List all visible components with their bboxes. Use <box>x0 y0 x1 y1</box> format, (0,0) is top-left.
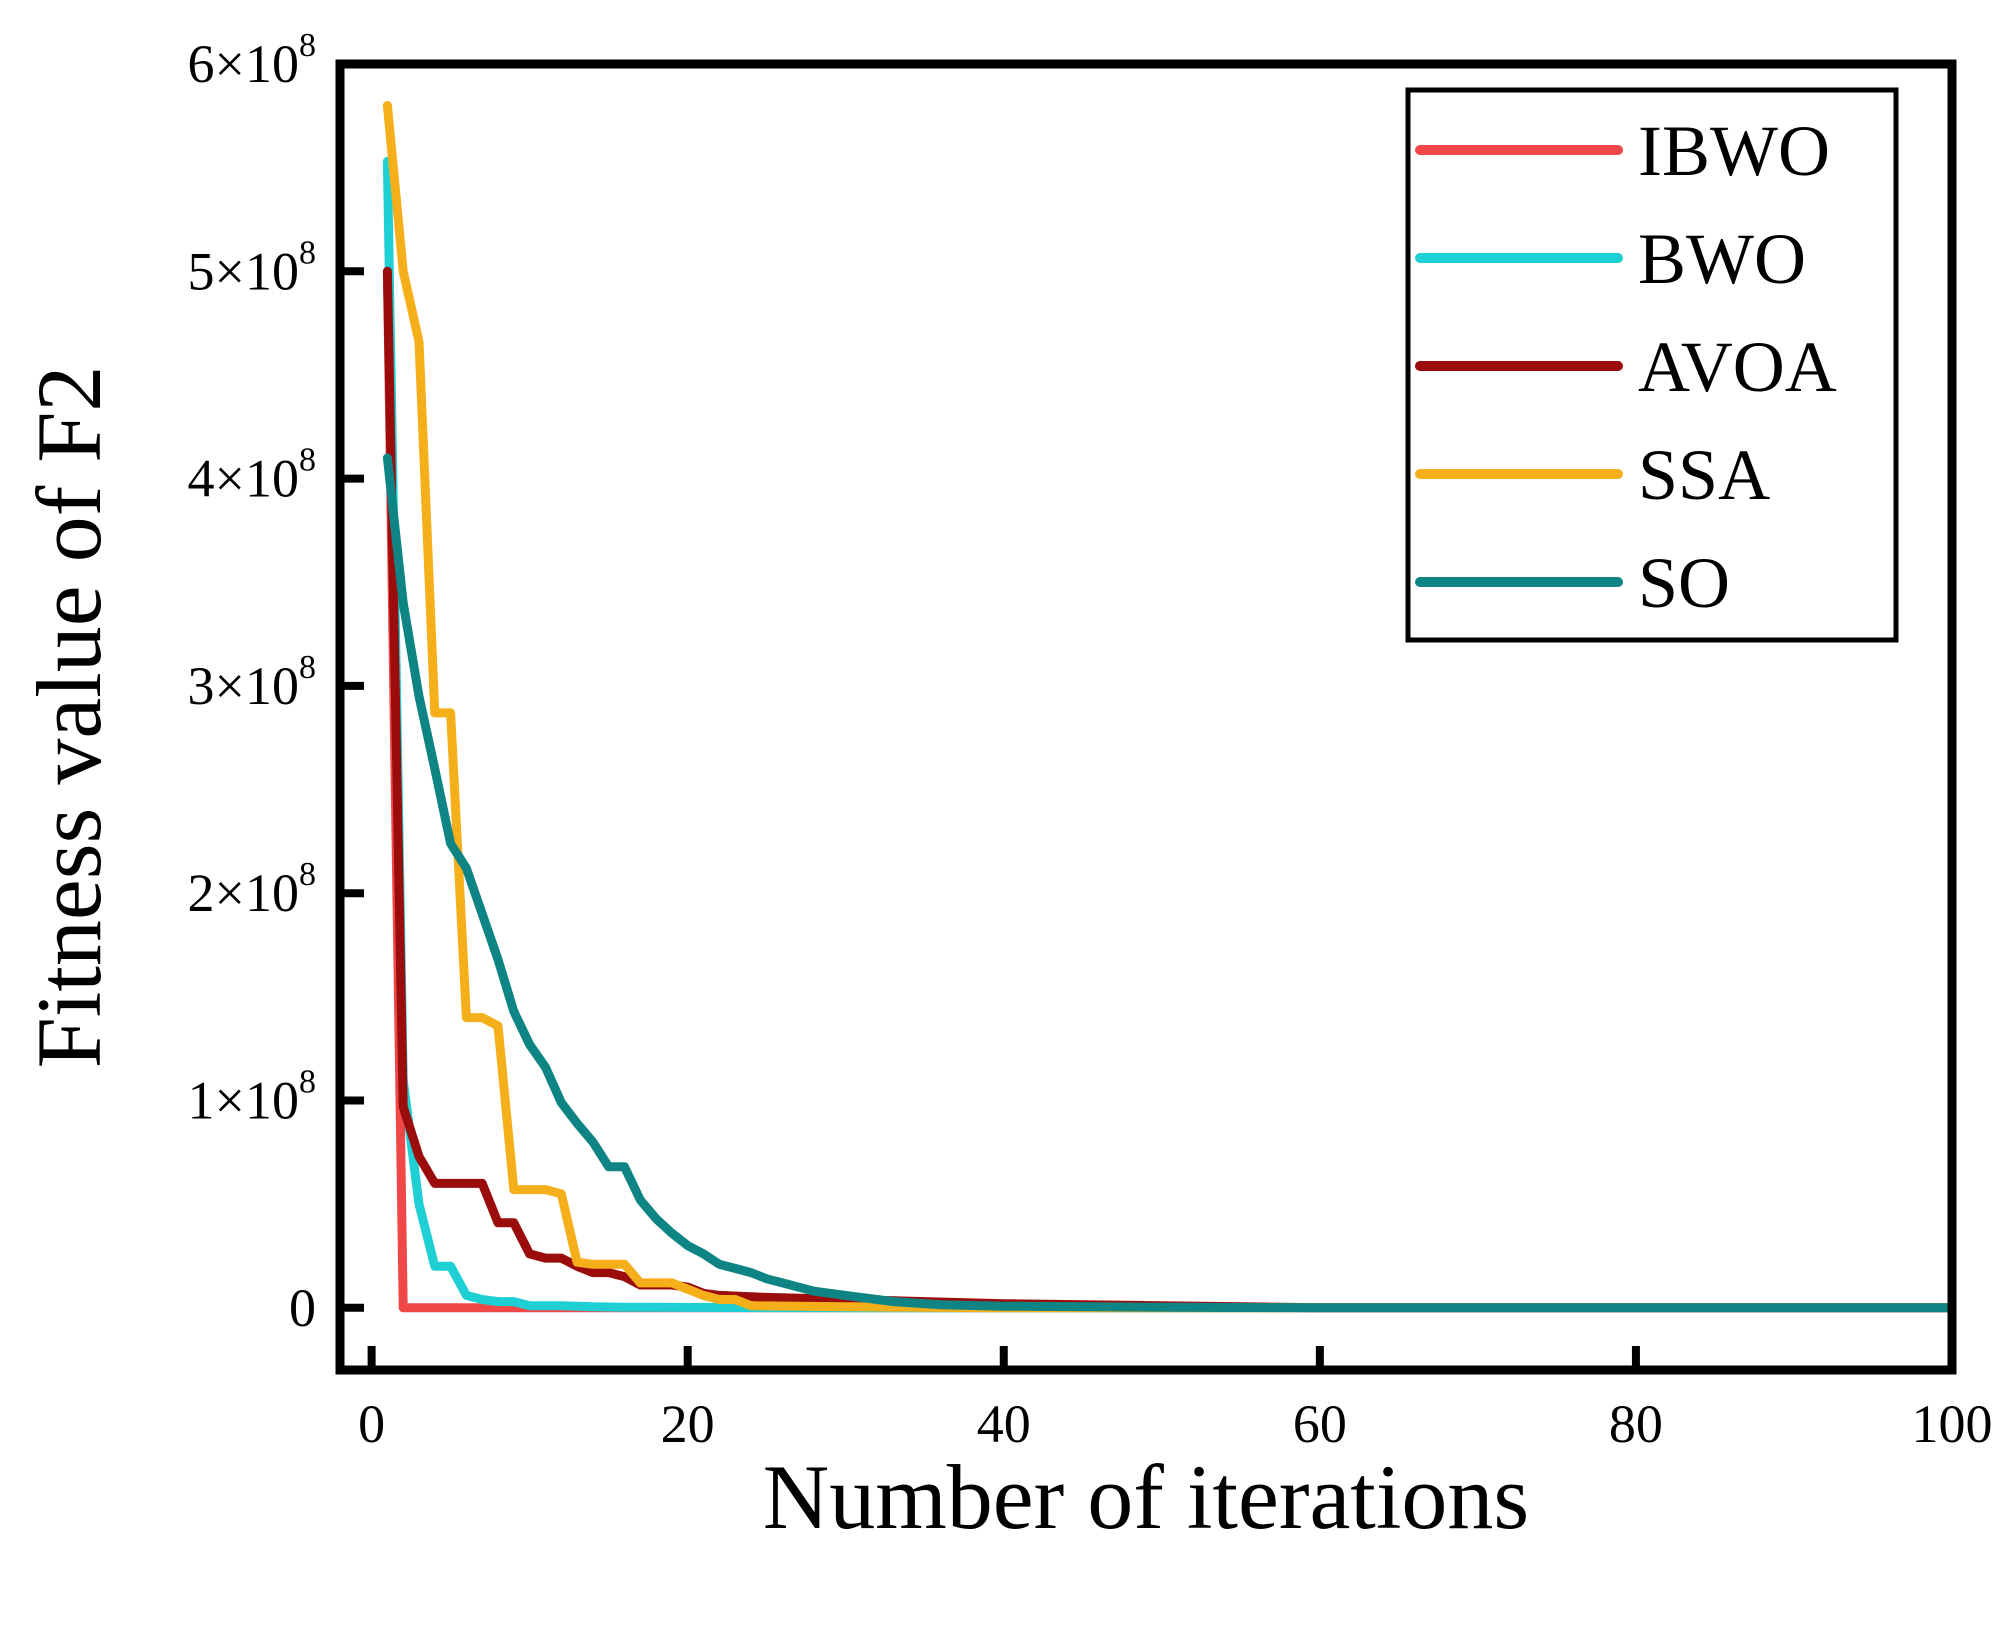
y-tick-label: 5×108 <box>188 234 316 301</box>
x-tick-label: 60 <box>1293 1394 1347 1454</box>
x-tick-label: 0 <box>358 1394 385 1454</box>
legend-label-so: SO <box>1638 543 1730 623</box>
x-tick-label: 80 <box>1609 1394 1663 1454</box>
y-tick-label: 3×108 <box>188 649 316 716</box>
x-axis: 0 20 40 60 80 100 <box>358 1346 1993 1454</box>
legend-label-ssa: SSA <box>1638 435 1770 515</box>
y-axis: 0 1×108 2×108 3×108 4×108 5×108 6×108 <box>188 27 364 1338</box>
x-tick-label: 100 <box>1912 1394 1993 1454</box>
x-tick-label: 20 <box>661 1394 715 1454</box>
x-tick-label: 40 <box>977 1394 1031 1454</box>
series-line-so <box>382 453 1957 1313</box>
legend-label-ibwo: IBWO <box>1638 111 1830 191</box>
series-layer <box>382 101 1957 1313</box>
legend: IBWO BWO AVOA SSA SO <box>1405 87 1899 643</box>
y-axis-title: Fitness value of F2 <box>18 366 120 1069</box>
y-tick-label: 4×108 <box>188 442 316 509</box>
plot-frame <box>335 59 1957 1375</box>
y-tick-label: 2×108 <box>188 856 316 923</box>
series-line-bwo <box>382 156 1957 1313</box>
y-tick-label: 1×108 <box>188 1064 316 1131</box>
y-tick-label: 6×108 <box>188 27 316 94</box>
y-tick-label: 0 <box>289 1278 316 1338</box>
legend-label-bwo: BWO <box>1638 219 1806 299</box>
legend-label-avoa: AVOA <box>1638 327 1837 407</box>
series-line-ssa <box>382 101 1957 1313</box>
x-axis-title: Number of iterations <box>763 1446 1529 1548</box>
